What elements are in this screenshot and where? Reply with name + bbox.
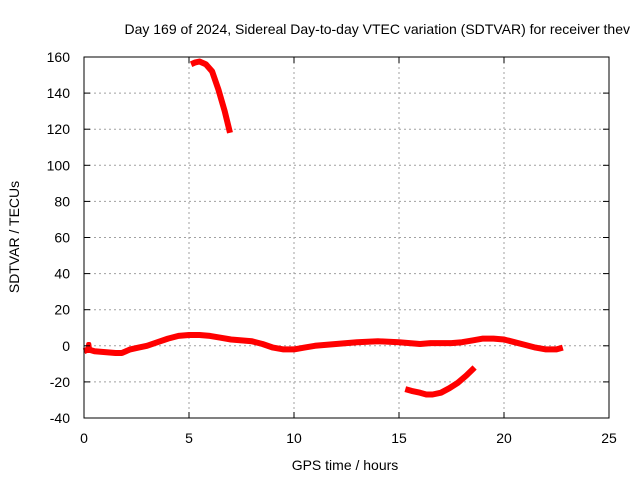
y-tick-label: 120 [47, 121, 71, 137]
axis-ticks: 0 5 10 15 20 25 -40 -20 0 20 40 60 80 100 120 140 160 [47, 49, 617, 446]
chart-title: Day 169 of 2024, Sidereal Day-to-day VTE… [124, 21, 630, 37]
data-series [82, 58, 564, 398]
y-tick-label: 40 [54, 266, 70, 282]
y-tick-label: 160 [47, 49, 71, 65]
grid-lines [84, 57, 609, 418]
x-tick-label: 20 [496, 430, 512, 446]
y-axis-label: SDTVAR / TECUs [6, 181, 22, 293]
y-tick-label: 60 [54, 230, 70, 246]
x-tick-label: 15 [391, 430, 407, 446]
series-high-arc [189, 58, 233, 134]
y-tick-label: 20 [54, 302, 70, 318]
y-tick-label: -40 [50, 410, 70, 426]
x-tick-label: 5 [185, 430, 193, 446]
y-tick-label: 140 [47, 85, 71, 101]
x-tick-label: 25 [601, 430, 617, 446]
x-axis-label: GPS time / hours [292, 457, 399, 473]
y-tick-label: 0 [62, 338, 70, 354]
y-tick-label: 80 [54, 193, 70, 209]
x-tick-label: 0 [80, 430, 88, 446]
y-tick-label: 100 [47, 157, 71, 173]
series-main-track [82, 332, 564, 356]
series-early-spike [85, 342, 93, 352]
y-tick-label: -20 [50, 374, 70, 390]
x-tick-label: 10 [286, 430, 302, 446]
series-low-arc [404, 365, 477, 398]
